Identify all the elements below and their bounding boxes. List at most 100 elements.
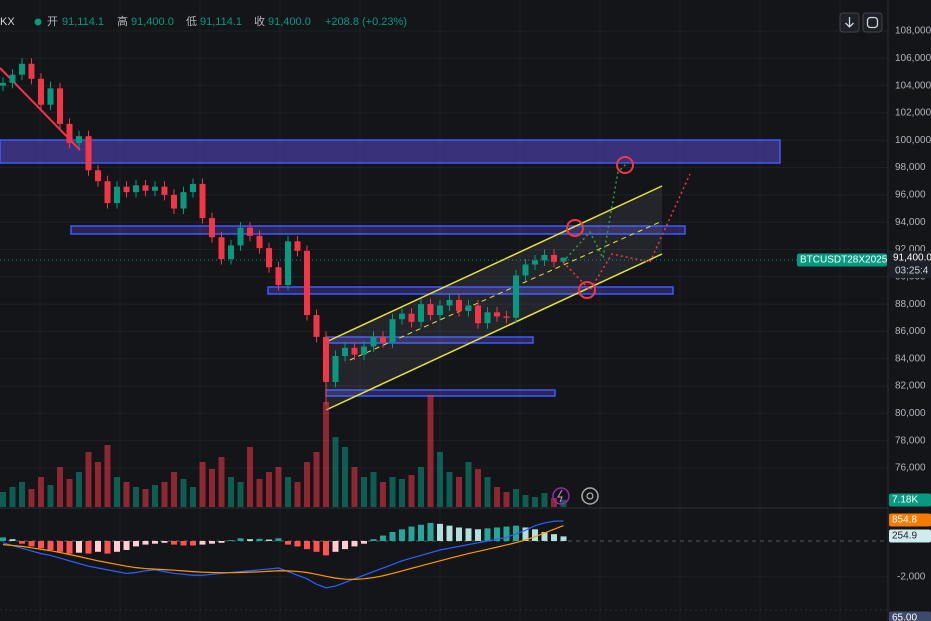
candle-body xyxy=(541,254,548,261)
histogram-bar xyxy=(304,540,310,550)
candle-body xyxy=(551,254,557,262)
y-tick-label: 82,000 xyxy=(895,381,926,392)
histogram-bar xyxy=(351,540,358,547)
candle-body xyxy=(332,356,339,382)
candle-body xyxy=(418,304,424,322)
candle-body xyxy=(389,319,396,343)
candle-body xyxy=(313,315,320,337)
candle-body xyxy=(180,192,187,209)
candle-body xyxy=(38,78,44,105)
volume-bar xyxy=(199,462,206,507)
volume-bar xyxy=(237,482,244,507)
histogram-bar xyxy=(171,540,177,545)
volume-bar xyxy=(266,472,272,507)
high-label: 高 xyxy=(117,14,128,28)
histogram-bar xyxy=(66,540,73,554)
candle-body xyxy=(28,63,35,79)
candle-body xyxy=(190,183,196,193)
last-price: 91,400.0 xyxy=(893,253,931,264)
histogram-bar xyxy=(370,539,377,541)
histogram-bar xyxy=(38,540,44,549)
histogram-bar xyxy=(427,522,434,541)
volume-bar xyxy=(446,472,453,507)
candle-body xyxy=(123,186,130,193)
histogram-last-bg xyxy=(889,529,931,543)
candle-body xyxy=(370,336,377,347)
y-tick-label: 92,000 xyxy=(895,244,926,255)
symbol-tag-bg xyxy=(797,253,887,267)
event-icon[interactable] xyxy=(552,487,570,505)
volume-bar xyxy=(541,493,548,507)
histogram-bar xyxy=(522,527,529,541)
event-icon[interactable] xyxy=(581,487,599,505)
candle-body xyxy=(522,264,529,276)
volume-bar xyxy=(503,492,510,507)
histogram-bar xyxy=(418,524,424,541)
histogram-bar xyxy=(503,526,510,541)
volume-bar xyxy=(85,452,92,507)
zone xyxy=(70,225,686,235)
histogram-bar xyxy=(313,540,320,552)
histogram-bar xyxy=(228,540,234,541)
volume-bar xyxy=(285,477,291,507)
y-tick-label: 102,000 xyxy=(895,108,931,119)
volume-bar xyxy=(361,477,367,507)
candle-body xyxy=(399,313,405,320)
volume-bar xyxy=(494,487,500,507)
candle-body xyxy=(66,123,73,143)
change-value: +208.8 (+0.23%) xyxy=(325,16,407,28)
volume-bar xyxy=(370,472,377,507)
histogram-bar xyxy=(190,540,196,546)
histogram-bar xyxy=(57,540,63,552)
high-value: 91,400.0 xyxy=(131,16,174,28)
candle-body xyxy=(76,136,82,143)
lightning xyxy=(557,489,563,503)
histogram-bar xyxy=(446,525,453,541)
volume-bar xyxy=(19,482,25,507)
histogram-bar xyxy=(541,531,548,541)
histogram-bar xyxy=(218,540,225,543)
volume-bar xyxy=(161,482,168,507)
volume-bar xyxy=(275,467,282,507)
y-tick-label: 108,000 xyxy=(895,26,931,37)
candle-body xyxy=(323,336,329,382)
drawings xyxy=(0,67,781,411)
volume-bar xyxy=(513,489,519,507)
y-tick-label: 106,000 xyxy=(895,53,931,64)
symbol: KX xyxy=(0,16,15,28)
candle-body xyxy=(503,316,510,318)
volume-bar xyxy=(323,402,329,507)
candle-body xyxy=(408,313,415,322)
histogram-bar xyxy=(76,540,82,553)
open-label: 开 xyxy=(47,16,58,28)
candle-body xyxy=(475,305,481,324)
marks xyxy=(0,58,567,589)
channel-fill xyxy=(326,186,662,410)
y-tick-label: -2,000 xyxy=(897,572,926,583)
volume-bar xyxy=(247,447,253,507)
candle-body xyxy=(209,218,215,238)
volume-bar xyxy=(256,479,263,507)
candle-body xyxy=(237,227,244,246)
low-label: 低 xyxy=(186,15,197,28)
volume-bar xyxy=(304,462,310,507)
histogram-bar xyxy=(399,529,405,541)
header: KX 开 91,114.1 高 91,400.0 低 91,114.1 收 91… xyxy=(0,14,407,28)
histogram-bar xyxy=(47,540,54,550)
reset-button[interactable] xyxy=(862,12,883,33)
histogram-bar xyxy=(484,528,491,541)
signal-line xyxy=(2,525,564,580)
histogram-bar xyxy=(9,539,16,541)
projection-up xyxy=(562,161,629,263)
arrow-icon xyxy=(845,17,854,28)
volume-bar xyxy=(123,482,130,507)
y-tick-label: 84,000 xyxy=(895,353,926,364)
candle-body xyxy=(57,88,63,124)
candle-body xyxy=(0,82,6,86)
volume-bar xyxy=(66,479,73,507)
candle-body xyxy=(465,305,472,311)
y-tick-label: 86,000 xyxy=(895,326,926,337)
candle-body xyxy=(560,257,567,262)
volume-last-bg xyxy=(889,493,931,507)
